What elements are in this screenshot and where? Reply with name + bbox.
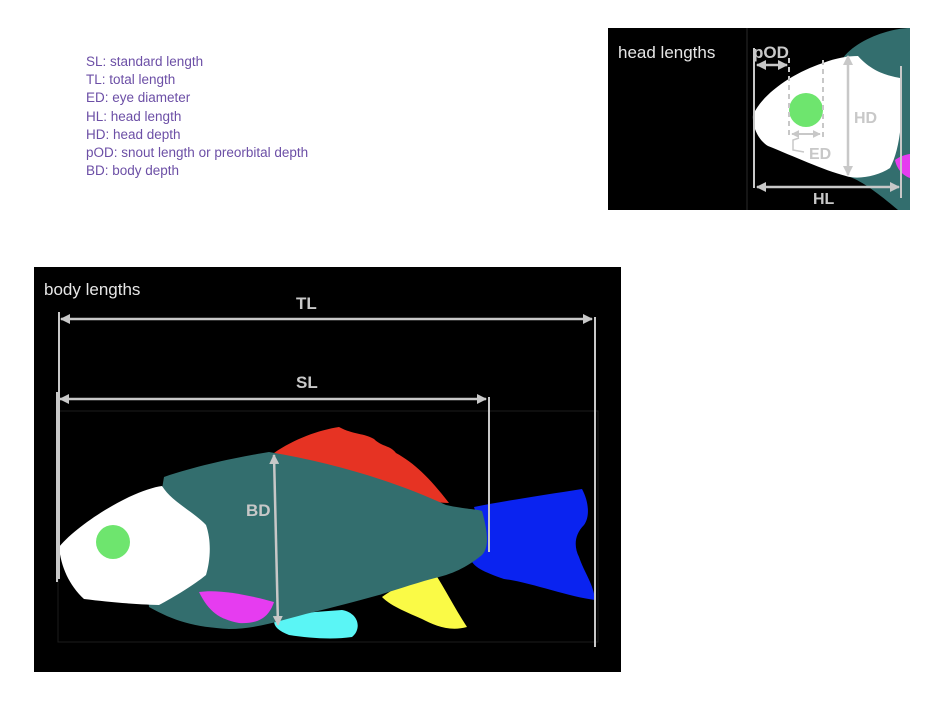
legend-item-hd: HD: head depth — [86, 126, 181, 142]
legend-item-hl: HL: head length — [86, 108, 182, 124]
pectoral-fin-shape — [199, 591, 274, 624]
dorsal-fin-shape — [274, 427, 449, 503]
eye-shape — [96, 525, 130, 559]
head-shape — [59, 486, 210, 605]
bd-arrow — [269, 454, 283, 626]
eye-shape — [789, 93, 823, 127]
pectoral-fin-shape — [895, 154, 910, 178]
ed-leader-line — [792, 137, 805, 153]
body-lengths-panel: body lengths TL SL BD — [34, 267, 621, 672]
body-panel-title: body lengths — [44, 280, 141, 299]
label-bd: BD — [246, 501, 271, 520]
label-ed: ED — [809, 146, 831, 163]
pelvic-fin-shape — [274, 610, 358, 639]
head-shape — [752, 56, 902, 178]
legend-item-pod: pOD: snout length or preorbital depth — [86, 145, 309, 161]
body-diagram: TL SL BD — [56, 294, 599, 647]
head-diagram: pOD HD ED HL — [746, 28, 910, 210]
legend-item-bd: BD: body depth — [86, 163, 180, 179]
head-panel-title: head lengths — [618, 43, 716, 62]
label-hl: HL — [813, 191, 835, 208]
label-pod: pOD — [753, 43, 789, 62]
legend-item-sl: SL: standard length — [86, 54, 204, 69]
label-hd: HD — [854, 110, 877, 127]
label-tl: TL — [296, 294, 317, 313]
legend: SL: standard length TL: total length ED:… — [86, 53, 308, 180]
fish-body-shape — [148, 452, 487, 629]
label-sl: SL — [296, 373, 318, 392]
caudal-fin-shape — [470, 489, 595, 600]
legend-item-ed: ED: eye diameter — [86, 90, 191, 106]
legend-item-tl: TL: total length — [86, 72, 176, 88]
head-lengths-panel: head lengths pOD HD ED HL — [608, 28, 910, 210]
